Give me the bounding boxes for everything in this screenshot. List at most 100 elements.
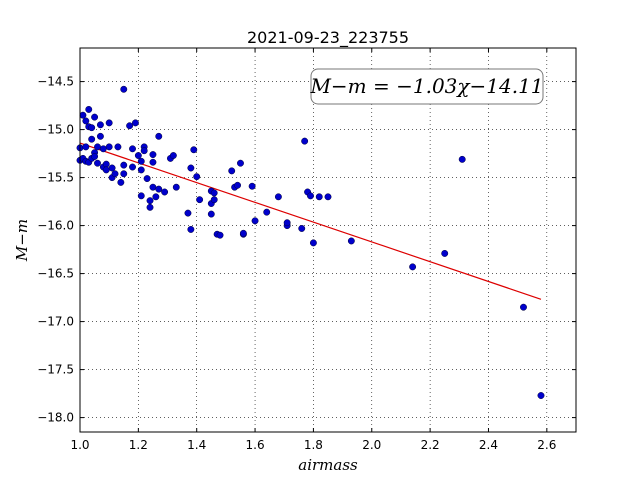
data-point — [120, 161, 128, 169]
equation-annotation: M−m = −1.03χ−14.11 — [309, 68, 544, 105]
data-point — [111, 170, 119, 178]
data-point — [79, 111, 87, 119]
data-point — [91, 113, 99, 121]
data-point — [94, 159, 101, 167]
x-tick-label: 2.2 — [421, 438, 440, 452]
data-point — [146, 203, 154, 211]
data-point — [298, 225, 306, 232]
data-point — [409, 263, 417, 271]
data-point — [210, 189, 218, 197]
data-point — [91, 153, 99, 160]
data-point — [301, 137, 309, 145]
data-point — [149, 151, 157, 159]
data-point — [129, 163, 136, 171]
x-tick-label: 1.6 — [246, 438, 265, 452]
x-tick-label: 1.0 — [70, 438, 89, 452]
x-tick-label: 1.2 — [129, 438, 148, 452]
data-point — [251, 217, 259, 225]
data-point — [216, 231, 224, 239]
data-point — [96, 132, 104, 140]
data-point — [85, 105, 93, 113]
fit-line — [79, 142, 542, 300]
y-axis-label: M−m — [13, 219, 31, 262]
data-point — [239, 229, 247, 237]
data-point — [210, 196, 218, 204]
data-point — [234, 181, 242, 189]
y-tick-label: −14.5 — [37, 75, 74, 89]
data-point — [108, 164, 116, 172]
data-point — [520, 303, 527, 311]
x-tick-label: 1.8 — [304, 438, 323, 452]
data-point — [102, 166, 110, 174]
data-point — [347, 237, 355, 245]
data-point — [134, 152, 142, 159]
data-point — [105, 119, 113, 127]
data-point — [120, 85, 128, 93]
data-point — [237, 159, 244, 167]
data-point — [248, 182, 256, 190]
data-point — [537, 392, 545, 399]
y-tick-label: −17.0 — [37, 315, 74, 329]
plot-frame — [79, 47, 577, 433]
data-point — [137, 157, 145, 165]
data-point — [120, 170, 128, 178]
x-tick-label: 2.4 — [479, 438, 498, 452]
data-point — [88, 124, 96, 132]
data-point — [117, 178, 125, 186]
y-tick-label: −17.5 — [37, 363, 74, 377]
data-point — [441, 249, 449, 257]
data-point — [126, 122, 134, 130]
data-point — [283, 219, 291, 227]
data-point — [263, 208, 271, 216]
data-point — [187, 225, 195, 233]
y-tick-label: −16.5 — [37, 267, 74, 281]
data-point — [196, 196, 204, 204]
data-point — [114, 143, 122, 151]
data-point — [193, 173, 201, 181]
data-point — [137, 166, 145, 174]
fit-line-layer — [79, 142, 542, 300]
x-tick-label: 2.0 — [362, 438, 381, 452]
data-point — [324, 193, 332, 201]
data-point — [82, 143, 90, 151]
data-point — [228, 167, 236, 175]
y-tick-label: −18.0 — [37, 411, 74, 425]
annotation-box — [310, 68, 544, 105]
data-point — [207, 210, 215, 218]
data-point — [307, 192, 314, 200]
data-point — [105, 143, 113, 151]
data-point — [129, 145, 136, 153]
data-point — [152, 193, 160, 201]
data-point — [137, 192, 145, 200]
y-tick-label: −15.5 — [37, 171, 74, 185]
data-point — [146, 197, 154, 205]
data-point — [102, 160, 110, 168]
axis-ticks: 1.0 1.2 1.4 1.6 1.8 2.0 2.2 2.4 2.6 −14.5 −15.0 −15… — [37, 48, 576, 452]
data-point — [190, 146, 198, 154]
y-tick-label: −16.0 — [37, 219, 74, 233]
data-points — [76, 85, 545, 399]
data-point — [96, 121, 104, 129]
data-point — [82, 117, 90, 125]
data-point — [143, 175, 151, 183]
data-point — [149, 183, 157, 191]
x-tick-label: 2.6 — [537, 438, 556, 452]
data-point — [161, 188, 169, 196]
data-point — [187, 164, 195, 172]
data-point — [315, 193, 323, 201]
y-tick-label: −15.0 — [37, 123, 74, 137]
data-point — [169, 152, 177, 159]
data-point — [140, 147, 148, 155]
data-point — [458, 155, 466, 163]
data-point — [94, 143, 101, 151]
annotation-text: M−m = −1.03χ−14.11 — [309, 74, 543, 98]
chart-title: 2021-09-23_223755 — [247, 28, 409, 48]
data-point — [172, 183, 180, 191]
grid-lines — [79, 48, 576, 432]
data-point — [184, 209, 192, 217]
x-axis-label: airmass — [298, 456, 358, 474]
data-point — [274, 193, 282, 201]
data-point — [99, 145, 107, 153]
x-tick-label: 1.4 — [187, 438, 206, 452]
